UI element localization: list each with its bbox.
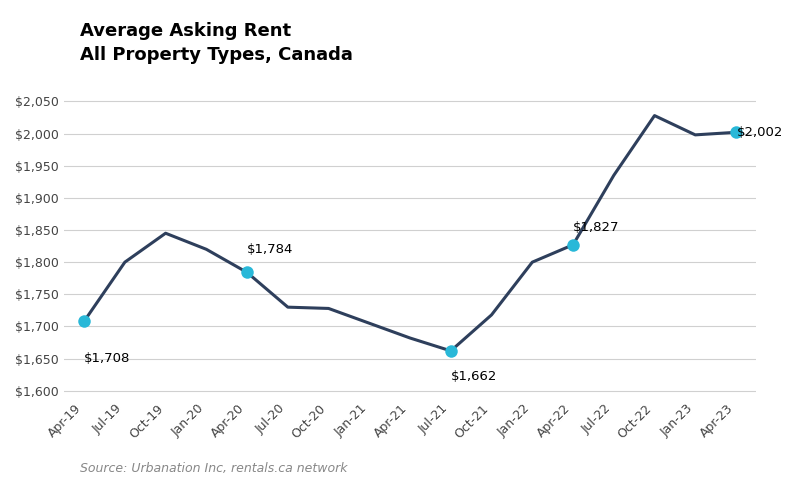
Text: Source: Urbanation Inc, rentals.ca network: Source: Urbanation Inc, rentals.ca netwo…	[80, 462, 347, 475]
Text: $1,784: $1,784	[247, 243, 294, 256]
Text: All Property Types, Canada: All Property Types, Canada	[80, 46, 353, 63]
Text: $1,827: $1,827	[574, 221, 620, 234]
Text: $1,662: $1,662	[451, 370, 498, 384]
Text: $1,708: $1,708	[84, 352, 130, 365]
Text: Average Asking Rent: Average Asking Rent	[80, 22, 291, 40]
Text: $2,002: $2,002	[737, 126, 783, 139]
